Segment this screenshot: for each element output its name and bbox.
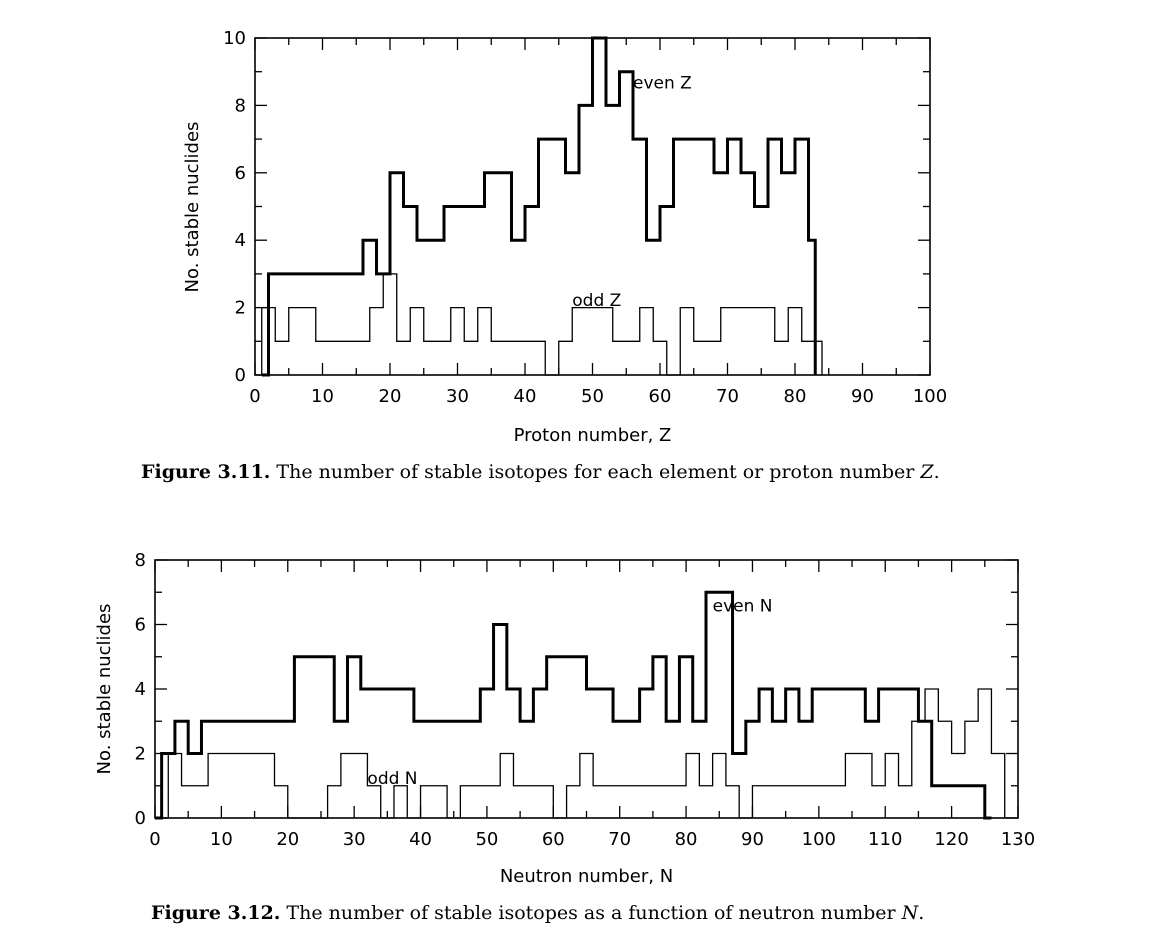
figure-3-12-text: The number of stable isotopes as a funct… <box>286 902 896 924</box>
series-line-even-z <box>261 36 817 377</box>
figure-3-12-end: . <box>918 902 925 924</box>
x-tick-label: 20 <box>379 386 402 407</box>
figure-3-11-text: The number of stable isotopes for each e… <box>276 461 915 483</box>
x-tick-label: 60 <box>649 386 672 407</box>
x-tick-label: 10 <box>210 829 233 850</box>
x-tick-label: 10 <box>311 386 334 407</box>
y-tick-label: 2 <box>235 298 246 319</box>
figure-3-11-caption: Figure 3.11. The number of stable isotope… <box>141 461 940 483</box>
x-tick-label: 80 <box>784 386 807 407</box>
x-tick-label: 0 <box>149 829 160 850</box>
x-tick-label: 20 <box>276 829 299 850</box>
x-axis-title: Neutron number, N <box>500 866 673 887</box>
x-tick-label: 0 <box>249 386 260 407</box>
series-line-even-n <box>155 590 992 820</box>
x-tick-label: 70 <box>716 386 739 407</box>
figure-3-11-label: Figure 3.11. <box>141 461 271 483</box>
x-tick-label: 110 <box>868 829 902 850</box>
y-tick-label: 10 <box>223 28 246 49</box>
y-tick-label: 2 <box>135 744 146 765</box>
y-tick-label: 6 <box>135 615 146 636</box>
x-tick-label: 60 <box>542 829 565 850</box>
x-tick-label: 70 <box>608 829 631 850</box>
series-label-odd-z: odd Z <box>572 291 621 311</box>
y-tick-label: 4 <box>135 679 146 700</box>
x-tick-label: 80 <box>675 829 698 850</box>
x-tick-label: 30 <box>446 386 469 407</box>
figure-3-11-variable: Z <box>920 461 934 483</box>
x-tick-label: 100 <box>913 386 947 407</box>
y-tick-label: 0 <box>135 808 146 829</box>
figure-3-11-end: . <box>933 461 940 483</box>
series-label-even-n: even N <box>713 597 773 617</box>
x-tick-label: 90 <box>741 829 764 850</box>
x-tick-label: 90 <box>851 386 874 407</box>
x-tick-label: 120 <box>934 829 968 850</box>
y-axis-title: No. stable nuclides <box>94 604 115 775</box>
y-tick-label: 0 <box>235 365 246 386</box>
x-tick-label: 50 <box>581 386 604 407</box>
x-tick-label: 130 <box>1001 829 1035 850</box>
x-tick-label: 30 <box>343 829 366 850</box>
y-tick-label: 6 <box>235 163 246 184</box>
y-tick-label: 8 <box>135 550 146 571</box>
x-tick-label: 40 <box>514 386 537 407</box>
series-label-odd-n: odd N <box>367 769 417 789</box>
series-line-odd-z <box>261 273 823 376</box>
y-tick-label: 4 <box>235 230 246 251</box>
x-tick-label: 50 <box>475 829 498 850</box>
figure-3-12-variable: N <box>901 902 919 924</box>
figure-3-12-label: Figure 3.12. <box>151 902 281 924</box>
series-line-odd-n <box>161 688 1006 819</box>
figure-3-12-caption: Figure 3.12. The number of stable isotope… <box>151 902 924 924</box>
series-label-even-z: even Z <box>633 74 692 94</box>
y-tick-label: 8 <box>235 95 246 116</box>
x-tick-label: 100 <box>802 829 836 850</box>
x-axis-title: Proton number, Z <box>514 425 672 446</box>
x-tick-label: 40 <box>409 829 432 850</box>
y-axis-title: No. stable nuclides <box>182 122 203 293</box>
